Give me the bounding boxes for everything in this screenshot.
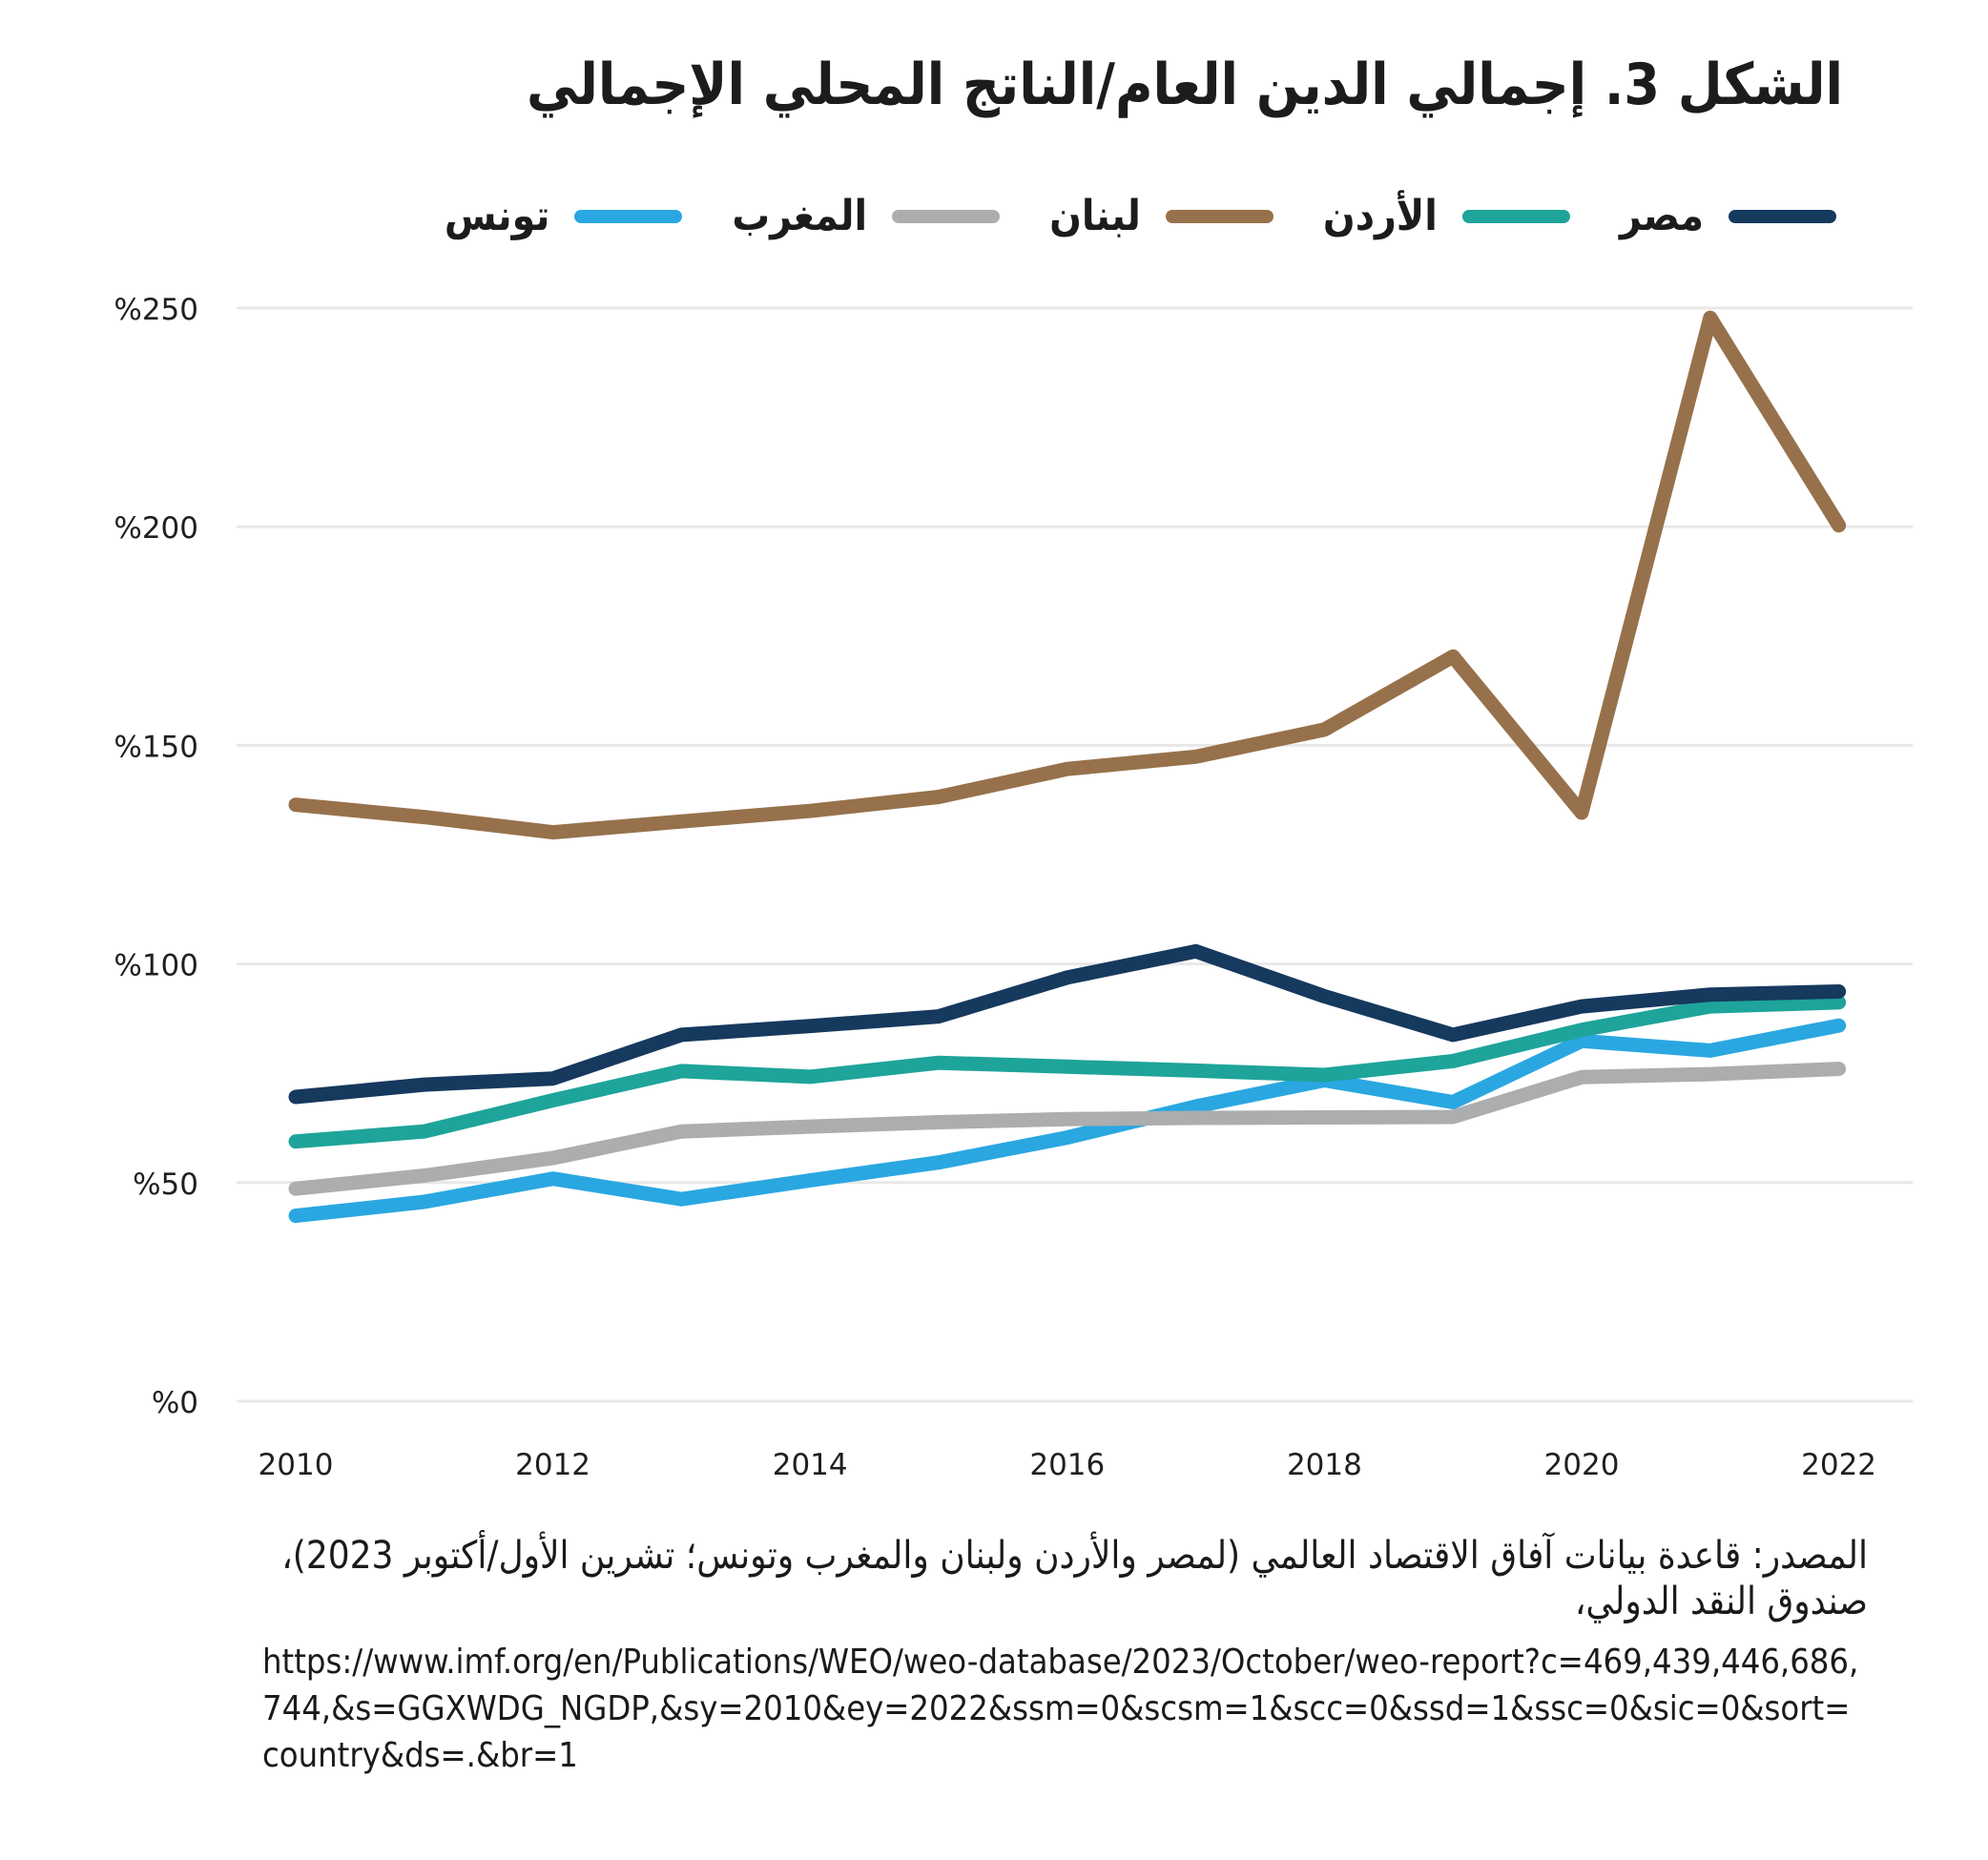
source-line-1: المصدر: قاعدة بيانات آفاق الاقتصاد العال… — [281, 1534, 1868, 1578]
legend-label-مصر: مصر — [1619, 192, 1704, 240]
legend-swatch-مصر — [1729, 209, 1836, 223]
y-tick-label-100: %100 — [114, 949, 198, 983]
source-url-line-3: country&ds=.&br=1 — [262, 1736, 578, 1775]
source-note: المصدر: قاعدة بيانات آفاق الاقتصاد العال… — [281, 1533, 1868, 1624]
x-tick-label-2014: 2014 — [773, 1448, 848, 1482]
legend-label-لبنان: لبنان — [1049, 192, 1141, 240]
legend-swatch-الأردن — [1461, 209, 1570, 223]
y-tick-label-250: %250 — [114, 293, 198, 327]
x-tick-label-2022: 2022 — [1801, 1448, 1876, 1482]
x-tick-label-2010: 2010 — [259, 1448, 334, 1482]
y-tick-label-50: %50 — [133, 1168, 198, 1202]
legend-swatch-المغرب — [892, 209, 1001, 223]
chart-title: الشكل 3. إجمالي الدين العام/الناتج المحل… — [527, 52, 1843, 118]
x-tick-label-2020: 2020 — [1544, 1448, 1620, 1482]
series-line-الأردن — [288, 995, 1847, 1149]
legend-item-الأردن: الأردن — [1323, 192, 1570, 240]
x-tick-label-2012: 2012 — [515, 1448, 590, 1482]
legend-item-المغرب: المغرب — [732, 192, 1001, 240]
series-line-تونس — [288, 1018, 1847, 1224]
legend-swatch-لبنان — [1165, 209, 1274, 223]
x-tick-label-2018: 2018 — [1287, 1448, 1362, 1482]
legend-label-المغرب: المغرب — [732, 192, 868, 240]
series-line-مصر — [288, 943, 1847, 1105]
source-line-2: صندوق النقد الدولي، — [1574, 1580, 1868, 1623]
series-line-لبنان — [288, 310, 1847, 840]
source-url: https://www.imf.org/en/Publications/WEO/… — [262, 1639, 1858, 1779]
x-tick-label-2016: 2016 — [1029, 1448, 1105, 1482]
legend-swatch-تونس — [574, 209, 683, 223]
y-tick-label-0: %0 — [152, 1386, 198, 1420]
legend-label-تونس: تونس — [444, 192, 550, 240]
y-tick-label-150: %150 — [114, 730, 198, 764]
source-url-line-2: 744,&s=GGXWDG_NGDP,&sy=2010&ey=2022&ssm=… — [262, 1689, 1851, 1728]
chart-legend: مصر الأردن لبنان المغرب تونس — [445, 192, 1836, 240]
legend-item-مصر: مصر — [1620, 192, 1836, 240]
source-url-line-1: https://www.imf.org/en/Publications/WEO/… — [262, 1643, 1859, 1682]
legend-item-لبنان: لبنان — [1049, 192, 1274, 240]
legend-item-تونس: تونس — [445, 192, 683, 240]
legend-label-الأردن: الأردن — [1322, 192, 1438, 240]
series-line-المغرب — [288, 1062, 1847, 1196]
y-tick-label-200: %200 — [114, 511, 198, 546]
